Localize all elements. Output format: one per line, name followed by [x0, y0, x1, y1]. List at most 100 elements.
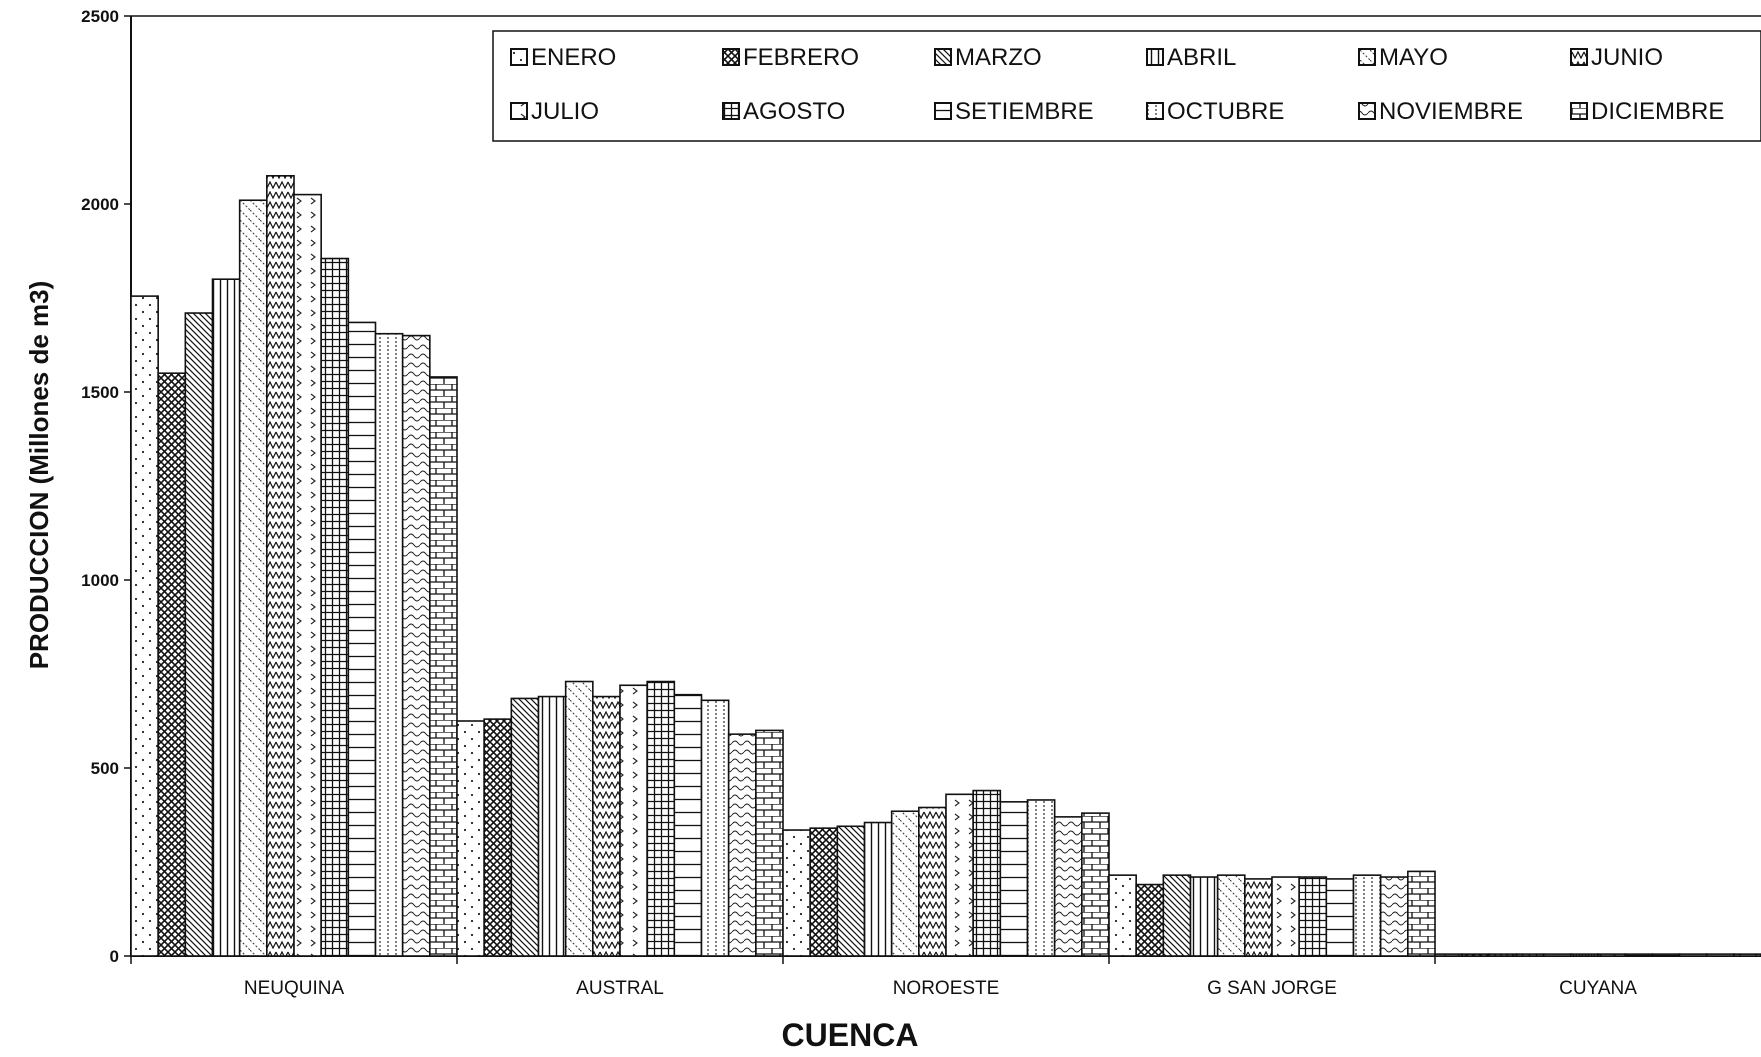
y-tick-label: 500	[91, 759, 119, 778]
bar	[429, 376, 458, 957]
bar	[157, 372, 187, 957]
bar	[564, 680, 594, 957]
bar	[211, 278, 241, 957]
bar	[130, 295, 159, 957]
bar	[1352, 874, 1382, 957]
legend: ENERO FEBRERO MARZO ABRIL MAYO JUNIO JULIO AGOS…	[492, 30, 1761, 142]
bar	[782, 829, 811, 957]
x-category-label: AUSTRAL	[576, 978, 664, 999]
bar	[863, 821, 893, 957]
y-tick-label: 1000	[81, 571, 119, 590]
bar	[347, 321, 377, 957]
legend-swatch	[510, 102, 528, 120]
bar	[592, 695, 621, 957]
bar	[266, 175, 295, 957]
y-tick-label: 0	[110, 947, 119, 966]
legend-swatch	[1146, 102, 1164, 120]
bar	[673, 693, 703, 957]
bar	[945, 793, 974, 957]
y-tick-label: 2000	[81, 195, 119, 214]
bar	[1379, 876, 1409, 957]
bars-group	[130, 175, 1761, 957]
legend-label: FEBRERO	[743, 44, 859, 71]
legend-swatch	[1358, 48, 1376, 66]
bar	[1570, 953, 1599, 957]
x-category-label: G SAN JORGE	[1207, 978, 1337, 999]
legend-swatch	[722, 102, 740, 120]
legend-swatch	[934, 102, 952, 120]
legend-label: JULIO	[531, 98, 599, 125]
bar	[1189, 876, 1219, 957]
bar	[1542, 953, 1572, 957]
y-tick-label: 2500	[81, 7, 119, 26]
bar	[1053, 816, 1083, 957]
legend-box	[492, 30, 1761, 142]
legend-swatch	[1358, 102, 1376, 120]
bar	[836, 825, 866, 957]
x-category-label: CUYANA	[1559, 978, 1637, 999]
bar	[1162, 874, 1192, 957]
x-axis-title: CUENCA	[782, 1017, 919, 1053]
bar	[619, 684, 648, 957]
bar	[1461, 953, 1491, 957]
bar	[1678, 953, 1708, 957]
x-category-label: NEUQUINA	[244, 978, 345, 999]
bar	[1244, 878, 1273, 957]
y-tick-label: 1500	[81, 383, 119, 402]
y-axis-ticks: 0 500 1000 1500 2000 2500	[81, 7, 131, 966]
bar	[918, 806, 947, 957]
legend-swatch	[722, 48, 740, 66]
legend-label: AGOSTO	[743, 98, 845, 125]
bar	[1216, 874, 1246, 957]
bar	[809, 827, 839, 957]
legend-label: ABRIL	[1167, 44, 1236, 71]
legend-swatch	[510, 48, 528, 66]
bar	[972, 789, 1002, 957]
bar	[401, 334, 431, 957]
bar	[1271, 876, 1300, 957]
bar	[890, 810, 920, 957]
bar	[1108, 874, 1137, 957]
bar	[1135, 883, 1165, 957]
bar	[727, 733, 757, 957]
legend-label: NOVIEMBRE	[1379, 98, 1523, 125]
bar	[293, 193, 322, 957]
bar	[238, 199, 268, 957]
legend-label: DICIEMBRE	[1591, 98, 1724, 125]
legend-swatch	[1146, 48, 1164, 66]
bar	[1434, 953, 1463, 957]
bar	[1515, 953, 1545, 957]
bar	[1081, 812, 1110, 957]
bar	[755, 729, 784, 957]
bar	[999, 801, 1029, 957]
bar	[1298, 876, 1328, 957]
bar	[646, 680, 676, 957]
bar	[1705, 953, 1735, 957]
bar	[1733, 953, 1761, 957]
bar	[1597, 953, 1626, 957]
legend-swatch	[1570, 48, 1588, 66]
legend-swatch	[1570, 102, 1588, 120]
bar	[537, 695, 567, 957]
legend-label: MAYO	[1379, 44, 1448, 71]
legend-label: SETIEMBRE	[955, 98, 1094, 125]
bar	[700, 699, 730, 957]
bar	[1488, 953, 1518, 957]
bar	[456, 720, 485, 957]
bar	[1624, 953, 1654, 957]
bar	[1407, 870, 1436, 957]
legend-label: ENERO	[531, 44, 616, 71]
bar	[1026, 799, 1056, 957]
bar	[1325, 878, 1355, 957]
bar	[483, 718, 513, 957]
bar	[1651, 953, 1681, 957]
x-category-label: NOROESTE	[893, 978, 1000, 999]
bar	[320, 257, 350, 957]
legend-swatch	[934, 48, 952, 66]
y-axis-title: PRODUCCION (Millones de m3)	[24, 281, 54, 670]
legend-label: OCTUBRE	[1167, 98, 1284, 125]
bar	[510, 697, 540, 957]
legend-label: JUNIO	[1591, 44, 1663, 71]
bar	[374, 332, 404, 957]
